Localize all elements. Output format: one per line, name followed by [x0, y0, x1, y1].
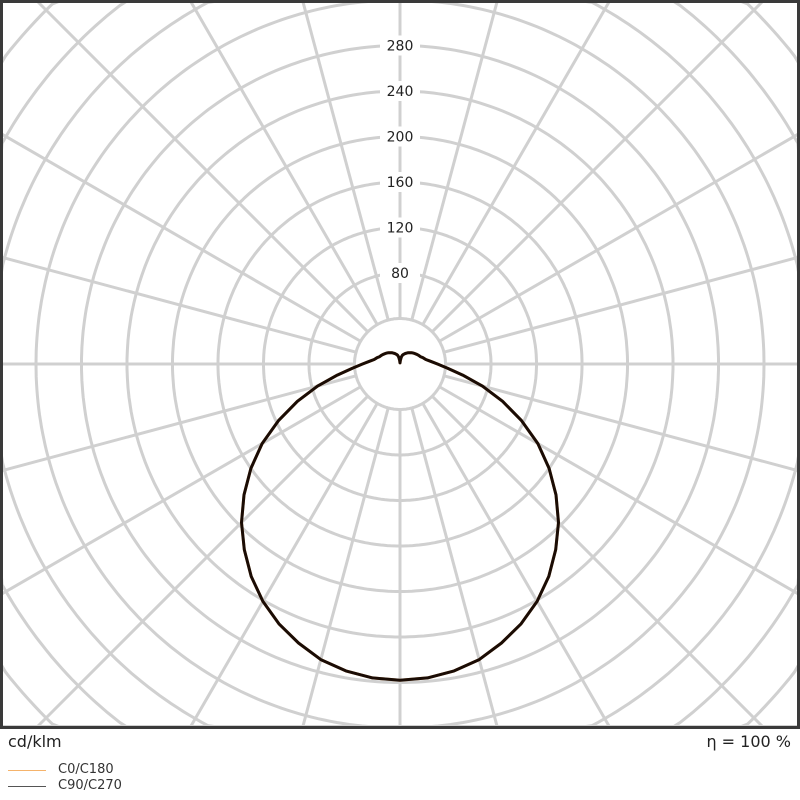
grid-spoke [438, 385, 800, 596]
grid-spoke [36, 395, 369, 728]
tick-bg [380, 81, 420, 101]
radial-tick-label: 160 [387, 175, 414, 191]
grid-spoke [301, 407, 390, 727]
radial-tick-label: 280 [387, 39, 414, 55]
grid-spoke [438, 132, 800, 343]
radial-tick-label: 240 [387, 84, 414, 100]
grid-spoke [0, 132, 362, 343]
grid-spoke [421, 402, 611, 728]
tick-bg [380, 217, 420, 238]
legend: C0/C180 C90/C270 [8, 762, 122, 794]
legend-swatch [8, 785, 46, 787]
grid-spoke [1, 255, 357, 354]
efficiency-label: η = 100 % [706, 732, 791, 751]
legend-swatch [8, 769, 46, 771]
polar-plot: 80 120 160 200 240 280 [0, 0, 800, 729]
tick-bg [380, 126, 420, 147]
radial-tick-label: 80 [391, 266, 409, 282]
radial-tick-label: 120 [387, 221, 414, 237]
tick-bg [380, 263, 420, 283]
tick-bg [380, 35, 420, 56]
legend-item-c90: C90/C270 [8, 778, 122, 794]
grid-spoke [1, 374, 357, 473]
legend-item-c0: C0/C180 [8, 762, 122, 778]
grid-spoke [301, 1, 390, 321]
grid-spoke [189, 0, 379, 326]
legend-label: C90/C270 [58, 778, 122, 793]
series-curve-c90-c270 [240, 351, 560, 682]
plot-frame [0, 0, 800, 729]
grid-spoke [421, 0, 611, 326]
grid-spoke [410, 1, 499, 321]
radial-tick-label: 200 [387, 130, 414, 146]
grid-spoke [0, 385, 362, 596]
tick-bg [380, 172, 420, 192]
grid-spoke [410, 407, 499, 727]
unit-label: cd/klm [8, 732, 62, 751]
grid-spoke [36, 0, 369, 333]
grid-spoke [443, 255, 799, 354]
legend-label: C0/C180 [58, 762, 114, 777]
grid-spoke [431, 0, 764, 333]
grid-spoke [189, 402, 379, 728]
grid-spoke [431, 395, 764, 728]
grid-spoke [443, 374, 799, 473]
